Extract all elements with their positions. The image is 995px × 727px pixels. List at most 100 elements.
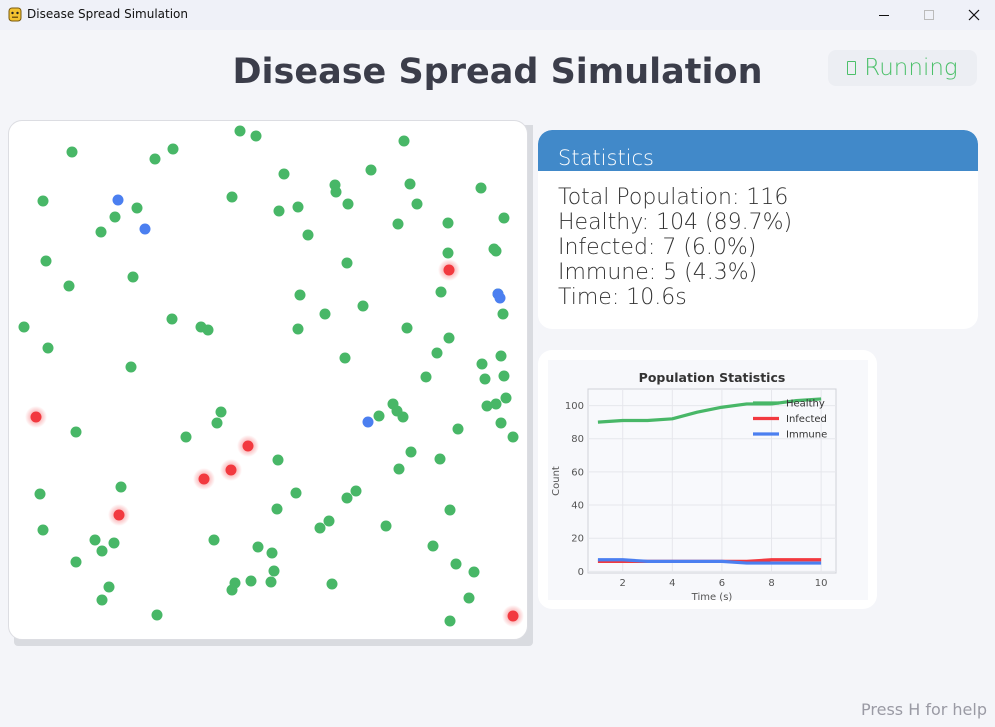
healthy-particle xyxy=(292,201,304,213)
stat-healthy: Healthy: 104 (89.7%) xyxy=(558,210,793,235)
healthy-particle xyxy=(357,300,369,312)
healthy-particle xyxy=(435,286,447,298)
healthy-particle xyxy=(326,578,338,590)
healthy-particle xyxy=(450,558,462,570)
healthy-particle xyxy=(507,431,519,443)
healthy-particle xyxy=(495,417,507,429)
healthy-particle xyxy=(290,487,302,499)
status-icon xyxy=(847,61,857,75)
healthy-particle xyxy=(330,186,342,198)
healthy-particle xyxy=(271,503,283,515)
healthy-particle xyxy=(34,488,46,500)
healthy-particle xyxy=(481,400,493,412)
statistics-panel: Statistics Total Population: 116 Healthy… xyxy=(538,130,978,329)
healthy-particle xyxy=(397,411,409,423)
simulation-area[interactable] xyxy=(8,120,528,640)
python-icon xyxy=(8,7,22,22)
healthy-particle xyxy=(273,205,285,217)
healthy-particle xyxy=(401,322,413,334)
statistics-body: Total Population: 116 Healthy: 104 (89.7… xyxy=(538,171,978,310)
healthy-particle xyxy=(70,426,82,438)
legend-label: Immune xyxy=(786,430,827,441)
y-tick-label: 40 xyxy=(571,501,584,512)
healthy-particle xyxy=(37,195,49,207)
minimize-button[interactable] xyxy=(861,0,907,30)
immune-particle xyxy=(139,223,151,235)
close-button[interactable] xyxy=(951,0,995,30)
healthy-particle xyxy=(468,566,480,578)
healthy-particle xyxy=(490,245,502,257)
healthy-particle xyxy=(265,576,277,588)
immune-particle xyxy=(494,292,506,304)
maximize-icon xyxy=(924,10,934,20)
y-tick-label: 80 xyxy=(571,434,584,445)
simulation-canvas xyxy=(18,125,524,627)
healthy-particle xyxy=(37,524,49,536)
stat-immune: Immune: 5 (4.3%) xyxy=(558,260,758,285)
chart-panel: 2 4 6 8 10 0 20 40 60 80 100 Population Statistics T… xyxy=(538,350,877,609)
stat-time: Time: 10.6s xyxy=(558,285,687,310)
window-title: Disease Spread Simulation xyxy=(27,7,189,21)
healthy-particle xyxy=(95,226,107,238)
healthy-particle xyxy=(495,350,507,362)
healthy-particle xyxy=(115,481,127,493)
infected-particle xyxy=(502,605,524,627)
stat-infected: Infected: 7 (6.0%) xyxy=(558,235,757,260)
healthy-particle xyxy=(341,257,353,269)
healthy-particle xyxy=(444,615,456,627)
healthy-particle xyxy=(40,255,52,267)
y-tick-label: 100 xyxy=(565,401,584,412)
maximize-button[interactable] xyxy=(906,0,952,30)
y-axis-label: Count xyxy=(551,466,562,496)
healthy-particle xyxy=(149,153,161,165)
healthy-particle xyxy=(404,178,416,190)
infected-particle xyxy=(438,259,460,281)
healthy-particle xyxy=(443,332,455,344)
healthy-particle xyxy=(211,417,223,429)
healthy-particle xyxy=(294,289,306,301)
healthy-particle xyxy=(302,229,314,241)
infected-particle xyxy=(237,435,259,457)
healthy-particle xyxy=(452,423,464,435)
healthy-particle xyxy=(226,584,238,596)
healthy-particle xyxy=(96,594,108,606)
healthy-particle xyxy=(63,280,75,292)
healthy-particle xyxy=(226,191,238,203)
healthy-particle xyxy=(475,182,487,194)
healthy-particle xyxy=(42,342,54,354)
healthy-particle xyxy=(365,164,377,176)
healthy-particle xyxy=(202,324,214,336)
healthy-particle xyxy=(166,313,178,325)
close-icon xyxy=(968,9,980,21)
healthy-particle xyxy=(70,556,82,568)
x-tick-label: 2 xyxy=(620,578,626,589)
healthy-particle xyxy=(420,371,432,383)
healthy-particle xyxy=(323,515,335,527)
healthy-particle xyxy=(131,202,143,214)
series-line-healthy xyxy=(597,397,822,424)
y-tick-label: 20 xyxy=(571,534,584,545)
healthy-particle xyxy=(498,370,510,382)
healthy-particle xyxy=(380,520,392,532)
healthy-particle xyxy=(339,352,351,364)
help-hint: Press H for help xyxy=(861,700,987,719)
healthy-particle xyxy=(342,198,354,210)
healthy-particle xyxy=(208,534,220,546)
healthy-particle xyxy=(442,217,454,229)
healthy-particle xyxy=(405,446,417,458)
healthy-particle xyxy=(66,146,78,158)
healthy-particle xyxy=(151,609,163,621)
y-tick-label: 60 xyxy=(571,467,584,478)
healthy-particle xyxy=(500,392,512,404)
healthy-particle xyxy=(350,485,362,497)
healthy-particle xyxy=(180,431,192,443)
immune-particle xyxy=(112,194,124,206)
healthy-particle xyxy=(109,211,121,223)
x-tick-label: 10 xyxy=(815,578,828,589)
healthy-particle xyxy=(127,271,139,283)
statistics-header: Statistics xyxy=(538,130,978,171)
healthy-particle xyxy=(292,323,304,335)
chart-title: Population Statistics xyxy=(639,370,786,385)
healthy-particle xyxy=(252,541,264,553)
